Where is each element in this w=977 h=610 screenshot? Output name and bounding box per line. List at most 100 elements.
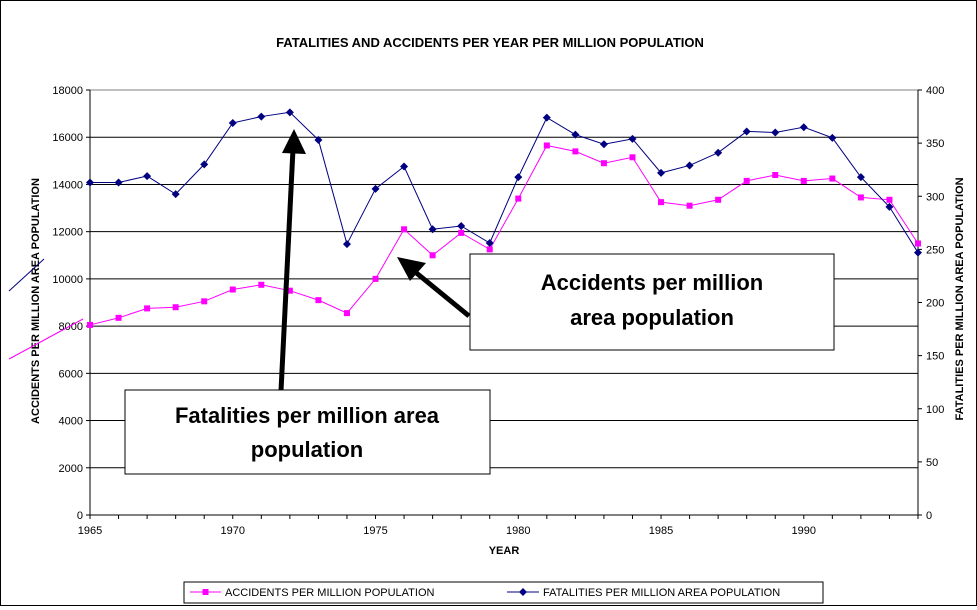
data-point: [658, 199, 665, 206]
x-tick-label: 1965: [78, 525, 102, 537]
right-tick-label: 350: [926, 138, 944, 150]
series-accidents: [87, 142, 921, 328]
data-point: [543, 142, 550, 149]
data-point: [915, 240, 921, 247]
data-point: [657, 168, 666, 177]
data-point: [629, 154, 636, 161]
data-point: [571, 130, 580, 139]
data-point: [314, 135, 323, 144]
left-tick-label: 8000: [59, 321, 83, 333]
data-point: [201, 298, 208, 305]
right-axis-ticks: 0 50 100 150 200 250 300 350 400: [918, 85, 944, 522]
chart-title: FATALITIES AND ACCIDENTS PER YEAR PER MI…: [276, 35, 704, 50]
left-tick-label: 2000: [59, 463, 83, 475]
left-tick-label: 10000: [52, 274, 83, 286]
x-tick-label: 1980: [506, 525, 530, 537]
left-axis-title: ACCIDENTS PER MILLION AREA POPULATION: [30, 178, 42, 424]
fatalities-arrow: [278, 129, 306, 392]
data-point: [743, 177, 750, 184]
data-point: [628, 134, 637, 143]
x-tick-label: 1970: [221, 525, 245, 537]
data-point: [885, 202, 894, 211]
data-point: [258, 281, 265, 288]
legend-fatalities-label: FATALITIES PER MILLION AREA POPULATION: [543, 587, 780, 599]
accidents-callout-line-1: Accidents per million: [541, 270, 764, 295]
data-point: [829, 175, 836, 182]
legend: ACCIDENTS PER MILLION POPULATION FATALIT…: [183, 581, 824, 604]
data-point: [742, 127, 751, 136]
data-point: [229, 286, 236, 293]
data-point: [372, 275, 379, 282]
data-point: [286, 287, 293, 294]
series-line: [90, 111, 919, 253]
right-tick-label: 150: [926, 351, 944, 363]
stray-line-magenta: [8, 318, 84, 360]
data-point: [486, 246, 493, 253]
right-tick-label: 200: [926, 298, 944, 310]
right-tick-label: 100: [926, 404, 944, 416]
data-point: [143, 172, 152, 181]
left-tick-label: 14000: [52, 179, 83, 191]
series-line: [89, 144, 919, 326]
data-point: [799, 123, 808, 132]
data-point: [857, 194, 864, 201]
left-tick-label: 0: [77, 510, 83, 522]
data-point: [828, 133, 837, 142]
data-point: [856, 173, 865, 182]
data-point: [228, 118, 237, 127]
legend-box: [183, 581, 824, 604]
x-tick-label: 1985: [649, 525, 673, 537]
data-point: [686, 202, 693, 209]
right-tick-label: 400: [926, 85, 944, 97]
data-point: [714, 148, 723, 157]
data-point: [115, 314, 122, 321]
right-axis-title: FATALITIES PER MILLION AREA POPULATION: [954, 177, 966, 420]
data-point: [429, 252, 436, 259]
left-tick-label: 12000: [52, 227, 83, 239]
x-axis-title: YEAR: [489, 545, 520, 557]
data-point: [200, 160, 209, 169]
data-point: [285, 108, 294, 117]
x-axis-ticks: 1965 1970 1975 1980 1985 1990: [78, 515, 919, 537]
right-tick-label: 300: [926, 191, 944, 203]
right-tick-label: 0: [926, 510, 932, 522]
data-point: [171, 190, 180, 199]
data-point: [257, 112, 266, 121]
data-point: [685, 161, 694, 170]
data-point: [400, 162, 409, 171]
data-point: [886, 196, 893, 203]
data-point: [515, 195, 522, 202]
data-point: [343, 310, 350, 317]
data-point: [600, 160, 607, 167]
right-tick-label: 50: [926, 457, 938, 469]
fatalities-callout-line-1: Fatalities per million area: [175, 403, 440, 428]
data-point: [715, 196, 722, 203]
data-point: [401, 226, 408, 233]
data-point: [514, 173, 523, 182]
data-point: [86, 178, 94, 187]
left-tick-label: 18000: [52, 85, 83, 97]
left-axis-ticks: 0 2000 4000 6000 8000 10000 12000 14000 16000 180…: [52, 85, 90, 522]
data-point: [457, 222, 466, 230]
x-tick-label: 1990: [792, 525, 816, 537]
data-point: [485, 239, 494, 247]
series-fatalities: [86, 108, 922, 257]
data-point: [772, 172, 779, 178]
fatalities-callout: Fatalities per million area population: [124, 389, 491, 475]
x-tick-label: 1975: [363, 525, 387, 537]
legend-accidents-label: ACCIDENTS PER MILLION POPULATION: [225, 587, 435, 599]
data-point: [572, 148, 579, 155]
accidents-arrow: [397, 257, 471, 318]
data-point: [87, 321, 93, 328]
data-point: [172, 304, 179, 311]
series-layer: [86, 108, 922, 328]
data-point: [599, 140, 608, 149]
data-point: [371, 184, 380, 193]
stray-line-blue: [8, 258, 45, 292]
right-tick-label: 250: [926, 244, 944, 256]
data-point: [144, 305, 151, 312]
left-tick-label: 6000: [59, 368, 83, 380]
accidents-callout: Accidents per million area population: [469, 253, 835, 351]
